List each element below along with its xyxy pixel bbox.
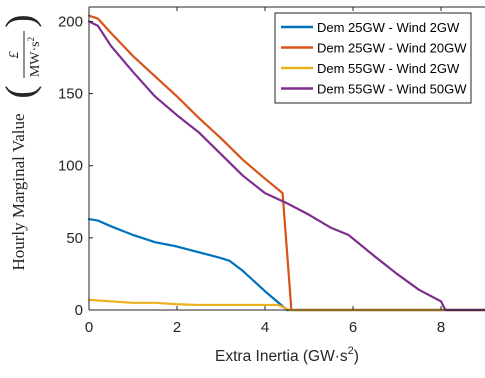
legend-label-2: Dem 25GW - Wind 20GW (317, 41, 467, 56)
series-group (87, 14, 485, 312)
legend-label-3: Dem 55GW - Wind 2GW (317, 61, 460, 76)
series-line-2 (87, 14, 485, 312)
y-tick-label: 100 (58, 158, 83, 175)
y-tick-label: 50 (66, 230, 83, 247)
series-line-3 (87, 298, 485, 312)
x-tick-label: 4 (261, 319, 269, 336)
y-ticks: 0 50 100 150 200 (58, 13, 93, 319)
y-axis-label: Hourly Marginal Value ( £ MW·s2 ) (0, 14, 43, 270)
x-axis-label-main: Extra Inertia (GW·s (215, 348, 348, 365)
x-ticks: 0 2 4 6 8 (85, 7, 445, 336)
legend-label-1: Dem 25GW - Wind 2GW (317, 20, 460, 35)
legend-label-4: Dem 55GW - Wind 50GW (317, 82, 467, 97)
y-axis-label-open-paren: ( (0, 85, 42, 98)
legend: Dem 25GW - Wind 2GW Dem 25GW - Wind 20GW D… (274, 12, 472, 104)
y-tick-label: 0 (75, 302, 83, 319)
x-axis-label: Extra Inertia (GW·s2) (215, 345, 359, 365)
x-tick-label: 0 (85, 319, 93, 336)
x-tick-label: 6 (349, 319, 357, 336)
y-axis-label-denominator-main: MW·s (28, 41, 43, 77)
y-tick-label: 200 (58, 13, 83, 30)
y-axis-label-numerator: £ (7, 52, 22, 59)
y-axis-label-close-paren: ) (0, 14, 42, 27)
x-tick-label: 8 (437, 319, 445, 336)
y-axis-label-denominator: MW·s2 (26, 37, 43, 77)
y-tick-label: 150 (58, 86, 83, 103)
x-axis-label-close: ) (354, 348, 359, 365)
y-axis-label-main: Hourly Marginal Value (9, 113, 28, 270)
x-tick-label: 2 (173, 319, 181, 336)
series-line-1 (87, 218, 485, 312)
x-axis-label-sup: 2 (348, 345, 354, 357)
series-line-4 (87, 20, 485, 312)
legend-entries: Dem 25GW - Wind 2GW Dem 25GW - Wind 20GW D… (281, 20, 467, 97)
y-axis-label-denominator-sup: 2 (26, 37, 36, 42)
axes-frame (88, 6, 485, 311)
